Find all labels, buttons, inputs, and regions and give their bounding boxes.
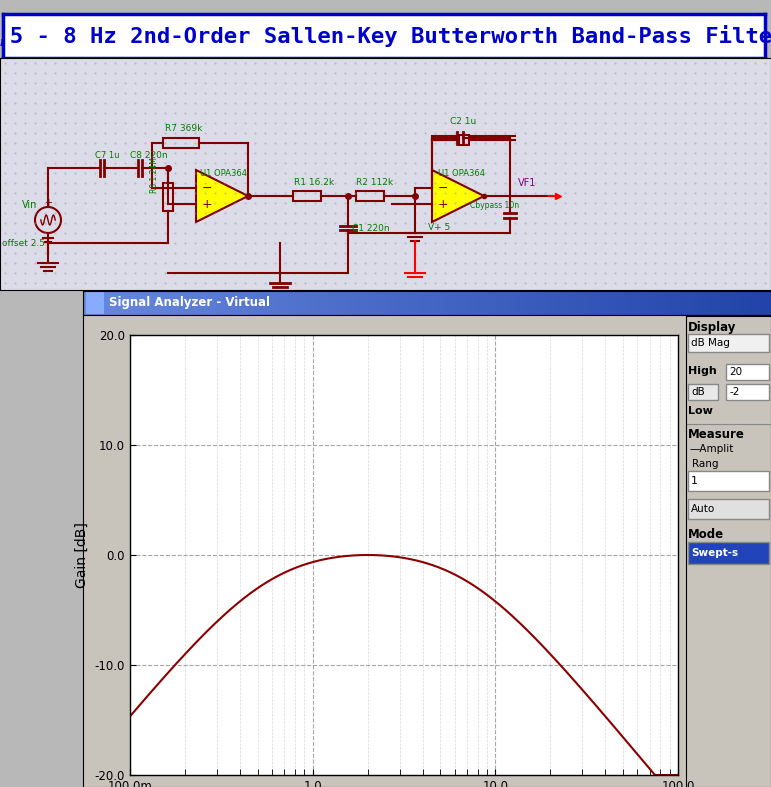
Text: dB: dB [691, 387, 705, 397]
Bar [726, 384, 769, 400]
Bar [688, 384, 718, 400]
Text: R8 1.24M: R8 1.24M [150, 157, 159, 193]
Text: 20: 20 [729, 367, 742, 377]
Text: —Amplit: —Amplit [690, 444, 734, 454]
Text: +: + [438, 198, 449, 210]
Polygon shape [196, 170, 248, 222]
Text: Vin: Vin [22, 200, 37, 210]
Bar [688, 499, 769, 519]
Text: R2 112k: R2 112k [356, 178, 393, 187]
Text: C2 1u: C2 1u [450, 117, 476, 126]
Text: Rang: Rang [692, 459, 719, 469]
Bar [356, 191, 384, 201]
Bar [688, 542, 769, 564]
Text: Signal Analyzer - Virtual: Signal Analyzer - Virtual [109, 297, 270, 309]
Text: offset 2.5: offset 2.5 [2, 239, 45, 248]
Text: R7 369k: R7 369k [165, 124, 202, 133]
Text: Display: Display [688, 321, 736, 334]
Text: Low: Low [688, 406, 713, 416]
Text: 1: 1 [691, 476, 698, 486]
Text: C1 220n: C1 220n [352, 224, 389, 233]
Text: +: + [44, 198, 52, 208]
Text: Auto: Auto [691, 504, 715, 514]
Text: C8 220n: C8 220n [130, 151, 167, 160]
Text: Mode: Mode [688, 528, 724, 541]
Bar [688, 471, 769, 491]
Bar [163, 138, 199, 148]
Text: -2: -2 [729, 387, 739, 397]
Bar [688, 334, 769, 352]
Text: VF1: VF1 [518, 178, 537, 188]
Text: U1 OPA364: U1 OPA364 [438, 169, 485, 178]
Text: 0,5 - 8 Hz 2nd-Order Sallen-Key Butterworth Band-Pass Filter: 0,5 - 8 Hz 2nd-Order Sallen-Key Butterwo… [0, 25, 771, 47]
Y-axis label: Gain [dB]: Gain [dB] [76, 522, 89, 588]
Text: R1 16.2k: R1 16.2k [294, 178, 334, 187]
Text: −: − [438, 182, 449, 194]
Text: Cbypass 10n: Cbypass 10n [470, 201, 519, 210]
Polygon shape [432, 170, 484, 222]
Text: Measure: Measure [688, 428, 745, 441]
Bar [293, 191, 321, 201]
Text: +: + [202, 198, 213, 210]
Bar [459, 135, 469, 145]
Text: −: − [202, 182, 213, 194]
Text: Swept-s: Swept-s [691, 548, 738, 558]
Text: V+ 5: V+ 5 [428, 223, 450, 232]
Bar [726, 364, 769, 380]
Bar [163, 183, 173, 211]
Bar [86, 292, 103, 314]
Text: High: High [688, 366, 717, 376]
Text: U1 OPA364: U1 OPA364 [200, 169, 247, 178]
Text: C7 1u: C7 1u [95, 151, 120, 160]
Text: dB Mag: dB Mag [691, 338, 730, 348]
